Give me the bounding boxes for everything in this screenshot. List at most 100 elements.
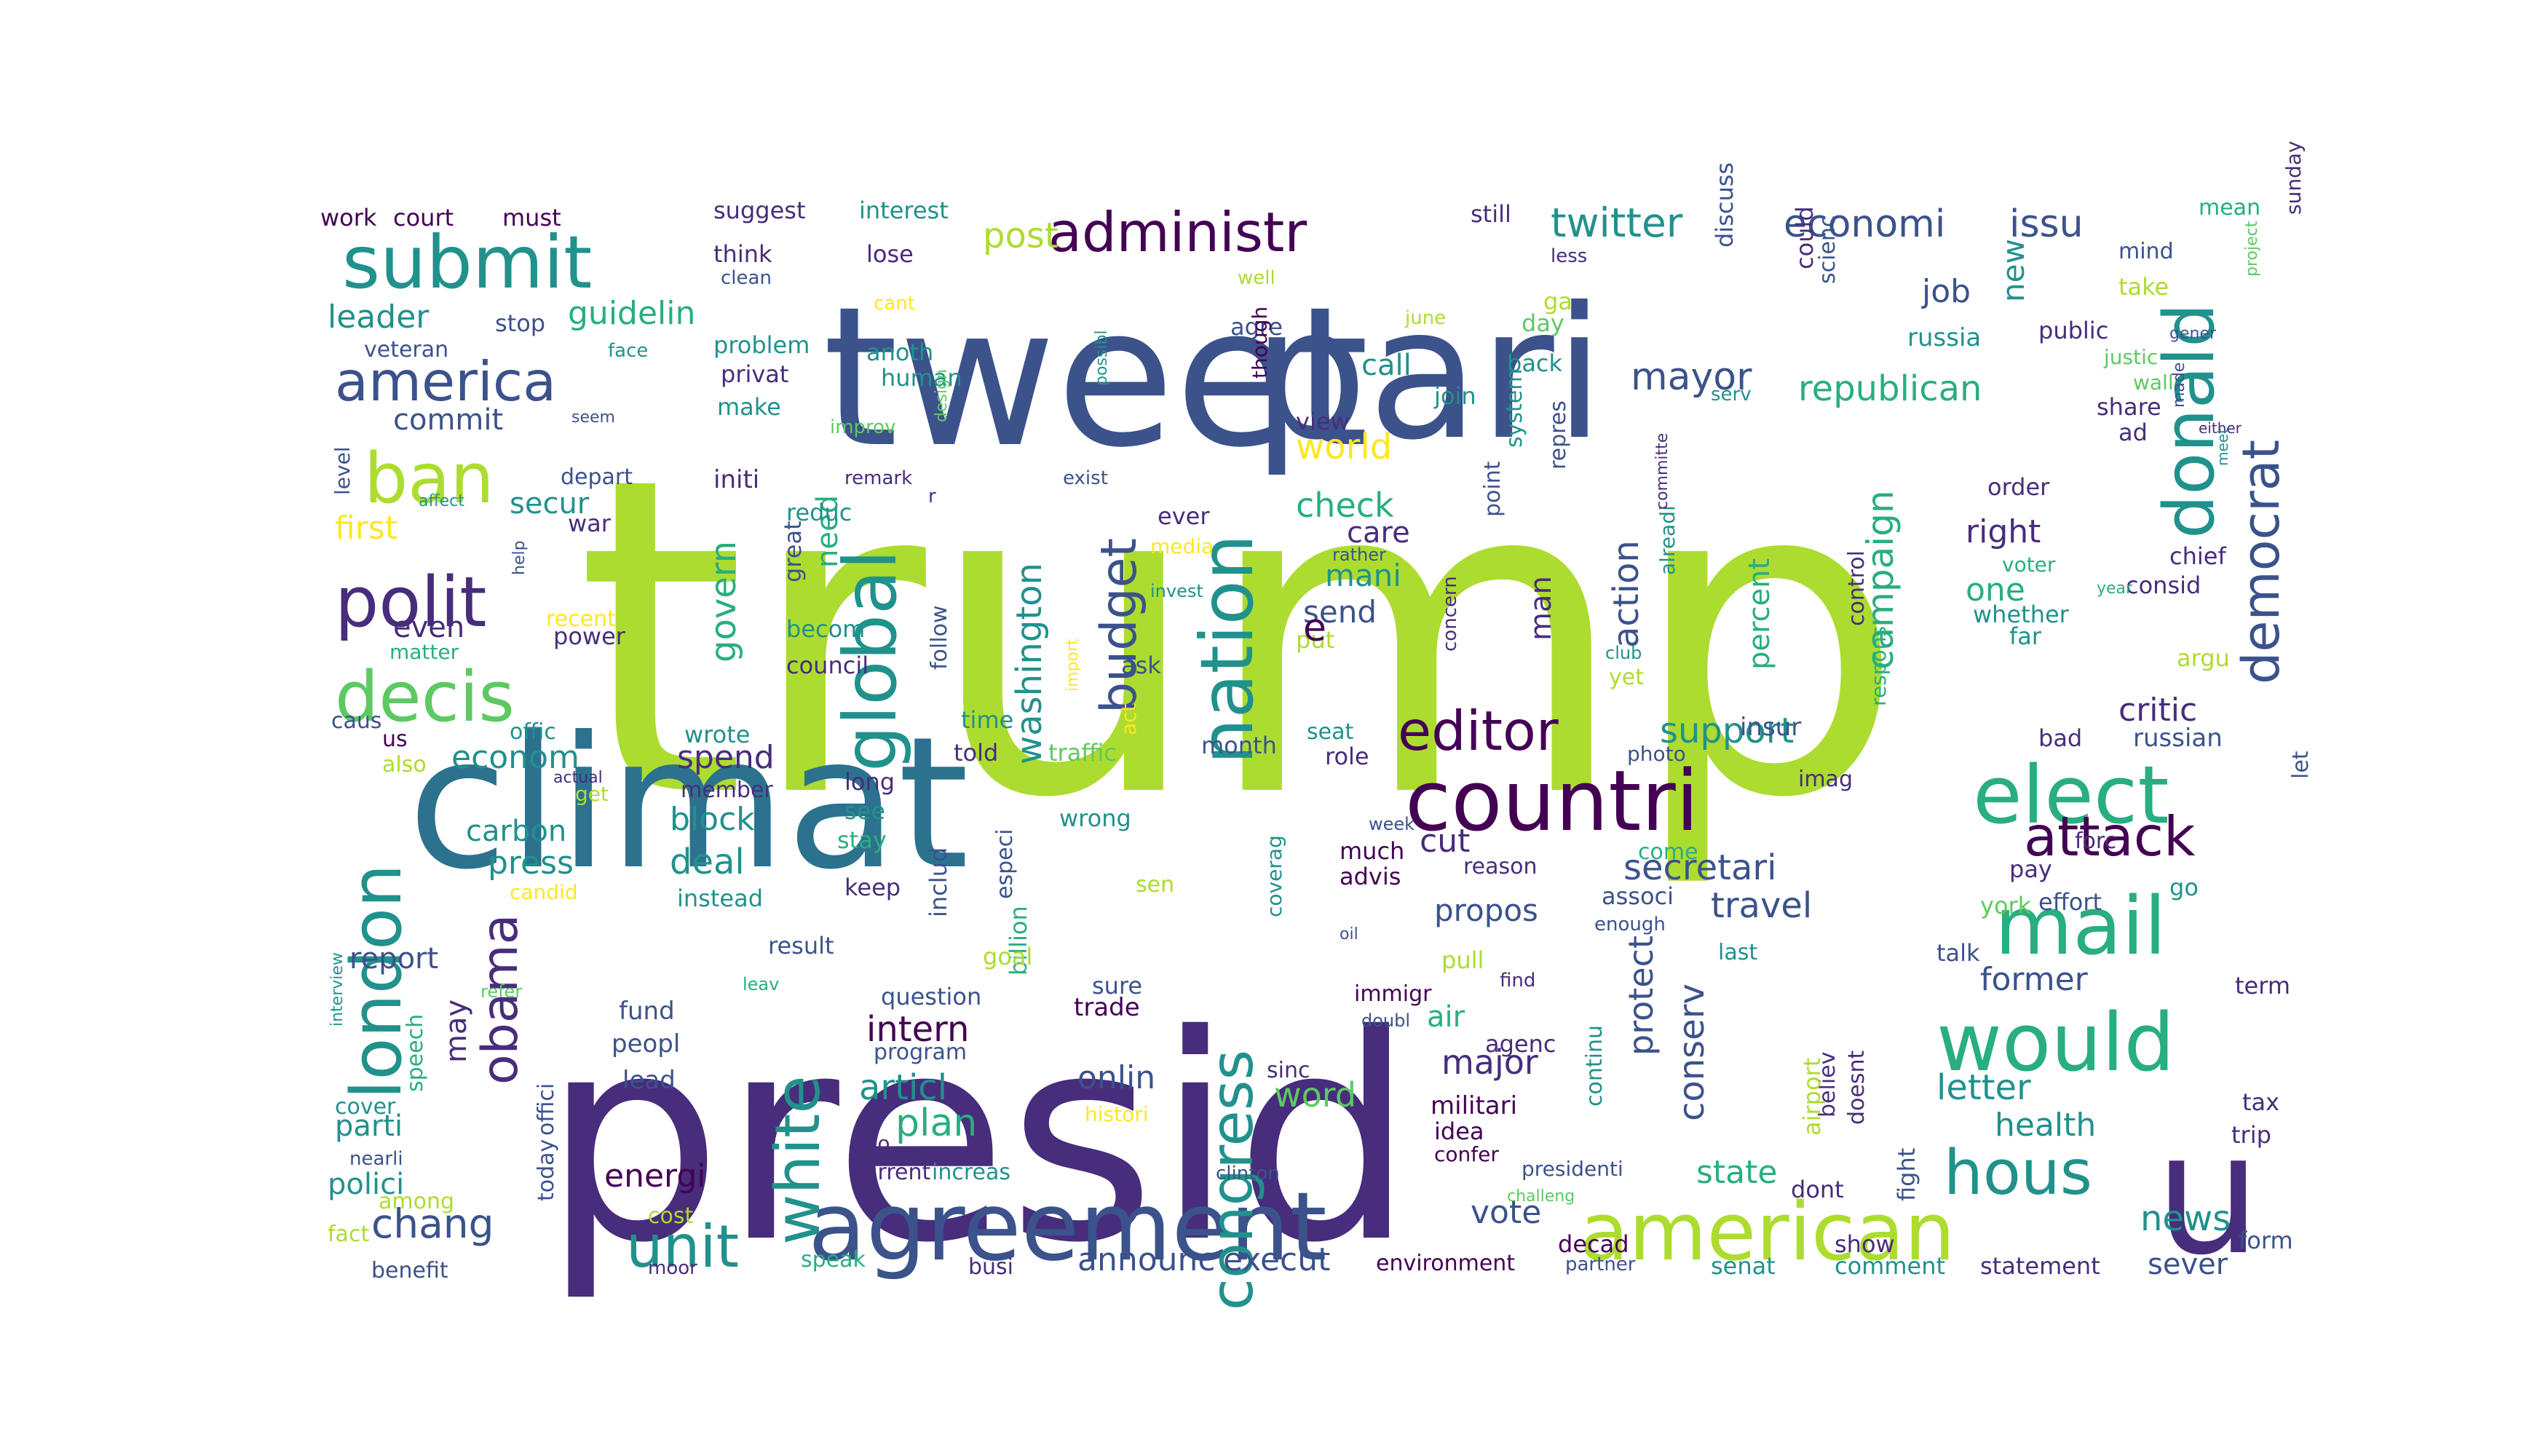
word-face: face — [608, 340, 648, 362]
word-matter: matter — [389, 640, 459, 664]
word-recent: recent — [546, 606, 616, 632]
word-talk: talk — [1936, 939, 1980, 967]
word-make: make — [717, 393, 781, 421]
word-speak: speak — [801, 1247, 866, 1273]
word-keep: keep — [844, 874, 901, 901]
word-sinc: sinc — [1267, 1058, 1310, 1083]
word-media: media — [1150, 534, 1214, 558]
word-mind: mind — [2118, 239, 2174, 264]
word-obama: obama — [472, 914, 529, 1085]
word-back: back — [1507, 349, 1563, 377]
word-report: report — [349, 942, 438, 976]
word-lose: lose — [866, 240, 914, 268]
word-caus: caus — [331, 708, 382, 734]
word-news: news — [2140, 1198, 2231, 1239]
word-plan: plan — [895, 1101, 977, 1145]
word-view: view — [1296, 408, 1350, 435]
word-trade: trade — [1074, 993, 1140, 1022]
word-decis: decis — [335, 657, 515, 737]
word-support: support — [1660, 711, 1794, 751]
word-year: year — [2097, 579, 2133, 598]
word-unit: unit — [626, 1213, 739, 1281]
word-billion: billion — [1005, 906, 1032, 976]
word-call: call — [1361, 349, 1412, 382]
word-block: block — [670, 801, 755, 838]
word-club: club — [1605, 643, 1642, 663]
word-moor: moor — [648, 1257, 697, 1279]
word-put: put — [1296, 626, 1334, 654]
word-justic: justic — [2103, 345, 2158, 369]
word-guidelin: guidelin — [568, 295, 695, 332]
word-statement: statement — [1980, 1252, 2100, 1280]
word-offic: offic — [510, 719, 556, 745]
word-effort: effort — [2038, 888, 2102, 916]
word-fact: fact — [328, 1222, 369, 1247]
word-also: also — [382, 752, 427, 778]
word-comment: comment — [1835, 1252, 1945, 1280]
word-man: man — [1524, 576, 1558, 641]
word-find: find — [1500, 970, 1535, 992]
word-insur: insur — [1740, 713, 1801, 742]
word-oil: oil — [1340, 925, 1358, 943]
word-pari: pari — [1252, 268, 1605, 480]
word-u: u — [2155, 1098, 2261, 1292]
word-mail: mail — [1995, 879, 2167, 973]
word-could: could — [1791, 206, 1819, 269]
word-among: among — [379, 1189, 454, 1214]
word-may: may — [440, 1000, 473, 1063]
word-order: order — [1987, 473, 2050, 501]
word-critic: critic — [2118, 692, 2197, 729]
words-layer: trumppresidtweetclimatpariuagreementcoun… — [320, 141, 2314, 1310]
word-anoth: anoth — [866, 339, 933, 366]
word-busi: busi — [968, 1254, 1013, 1280]
word-polici: polici — [328, 1168, 404, 1201]
word-state: state — [1696, 1154, 1777, 1191]
word-energi: energi — [604, 1158, 706, 1195]
word-mean: mean — [2199, 195, 2260, 221]
word-import: import — [1064, 638, 1082, 692]
word-need: need — [811, 495, 844, 568]
word-depart: depart — [561, 464, 633, 490]
word-see: see — [844, 797, 885, 825]
word-concern: concern — [1439, 576, 1461, 652]
word-econom: econom — [451, 739, 579, 776]
word-agenc: agenc — [1485, 1030, 1556, 1058]
word-join: join — [1433, 382, 1476, 410]
word-co: co — [866, 1131, 890, 1155]
word-elect: elect — [1973, 748, 2169, 842]
word-propos: propos — [1434, 893, 1538, 928]
word-airport: airport — [1798, 1058, 1826, 1136]
word-role: role — [1325, 743, 1369, 770]
word-countri: countri — [1405, 753, 1699, 850]
word-tweet: tweet — [823, 266, 1369, 490]
word-trip: trip — [2231, 1121, 2271, 1149]
word-project: project — [2243, 221, 2261, 277]
word-day: day — [1522, 309, 1564, 337]
word-execut: execut — [1223, 1241, 1330, 1278]
word-republican: republican — [1798, 368, 1982, 409]
word-immigr: immigr — [1354, 981, 1432, 1007]
word-scienc: scienc — [1815, 215, 1840, 284]
word-level: level — [331, 446, 355, 495]
word-week: week — [1369, 814, 1415, 834]
word-twitter: twitter — [1551, 199, 1683, 246]
word-affect: affect — [419, 492, 464, 510]
word-peopl: peopl — [612, 1029, 680, 1059]
word-parti: parti — [335, 1109, 403, 1143]
word-sunday: sunday — [2282, 141, 2306, 215]
word-bad: bad — [2038, 724, 2082, 752]
word-press: press — [488, 844, 574, 882]
word-public: public — [2038, 317, 2108, 344]
word-secretari: secretari — [1623, 847, 1776, 888]
word-mayor: mayor — [1631, 355, 1752, 399]
word-economi: economi — [1784, 202, 1945, 246]
word-invest: invest — [1150, 581, 1203, 601]
word-submit: submit — [342, 220, 592, 305]
word-becom: becom — [786, 615, 865, 643]
word-agreement: agreement — [808, 1171, 1327, 1282]
word-system: system — [1502, 369, 1527, 448]
word-leav: leav — [743, 974, 779, 994]
word-come: come — [1638, 839, 1698, 865]
word-enough: enough — [1594, 914, 1666, 935]
